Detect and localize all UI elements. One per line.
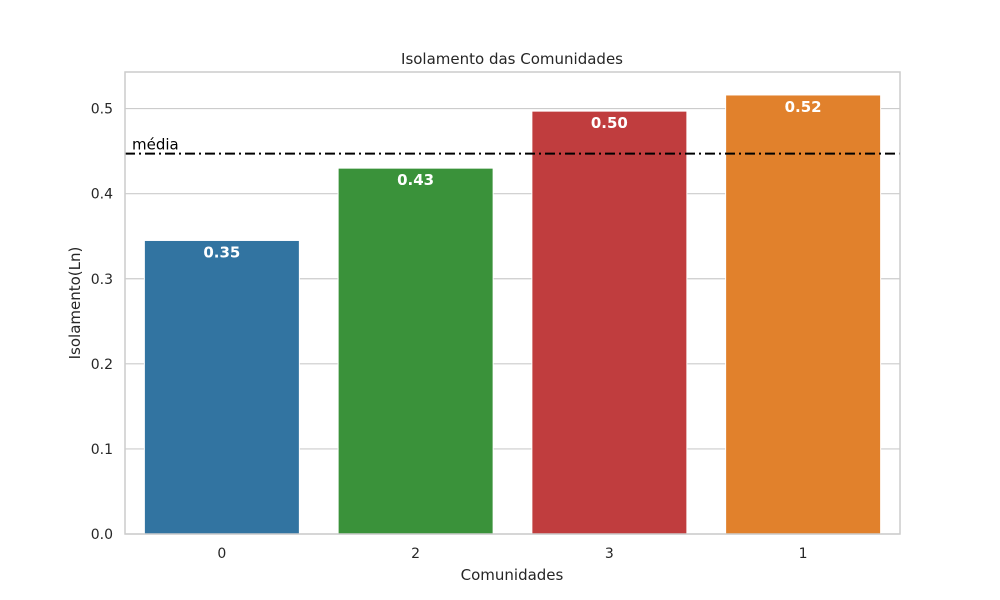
bar-3 xyxy=(531,110,688,535)
y-tick-label: 0.4 xyxy=(91,187,113,203)
x-axis-label: Comunidades xyxy=(461,566,564,584)
bar-0 xyxy=(143,239,300,535)
y-tick-label: 0.1 xyxy=(91,442,113,458)
mean-line-label: média xyxy=(132,136,179,154)
bar-value-label: 0.35 xyxy=(203,243,240,261)
y-tick-label: 0.2 xyxy=(91,357,113,373)
x-tick-label: 1 xyxy=(799,546,808,562)
x-tick-label: 0 xyxy=(217,546,226,562)
bar-2 xyxy=(337,167,494,535)
bar-value-label: 0.52 xyxy=(785,98,822,116)
y-tick-label: 0.5 xyxy=(91,102,113,118)
y-axis-label: Isolamento(Ln) xyxy=(66,247,84,360)
y-tick-label: 0.0 xyxy=(91,527,113,543)
bar-value-label: 0.43 xyxy=(397,171,434,189)
x-tick-label: 2 xyxy=(411,546,420,562)
bars: 0.35 0.43 0.50 0.52 xyxy=(143,94,882,535)
bar-value-label: 0.50 xyxy=(591,114,628,132)
chart-title: Isolamento das Comunidades xyxy=(401,50,623,68)
bar-1 xyxy=(725,94,882,535)
plot-frame xyxy=(124,71,901,535)
x-tick-label: 3 xyxy=(605,546,614,562)
y-tick-label: 0.3 xyxy=(91,272,113,288)
x-axis-ticks: 0 2 3 1 xyxy=(217,546,807,562)
y-axis-ticks: 0.0 0.1 0.2 0.3 0.4 0.5 xyxy=(91,102,113,543)
mean-line-group: média xyxy=(125,136,900,155)
